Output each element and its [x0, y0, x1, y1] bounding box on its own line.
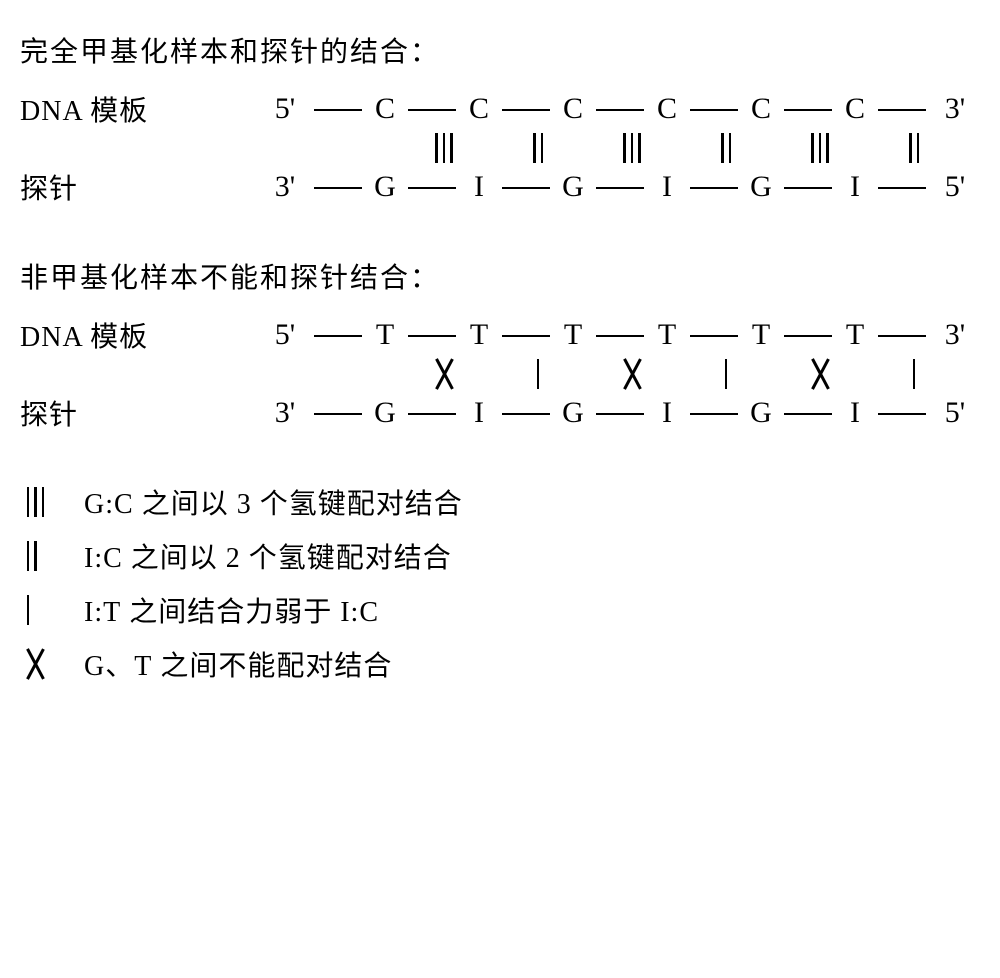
dna-template-label: DNA 模板 — [20, 89, 260, 129]
section1-bot-seq: 3' G I G I G I 5' — [260, 170, 980, 204]
legend-text: I:C 之间以 2 个氢键配对结合 — [84, 536, 452, 576]
bond-double-icon — [491, 128, 585, 168]
section2-top-seq: 5' T T T T T T 3' — [260, 318, 980, 352]
section1-top-seq: 5' C C C C C C 3' — [260, 92, 980, 126]
bond-single-icon — [679, 354, 773, 394]
legend-text: G、T 之间不能配对结合 — [84, 644, 392, 684]
bond-x-icon — [397, 354, 491, 394]
section1-bond-row — [20, 128, 980, 168]
bond-double-icon — [867, 128, 961, 168]
bond-single-icon — [491, 354, 585, 394]
section1-probe-row: 探针 3' G I G I G I 5' — [20, 168, 980, 206]
section-unmethylated: 非甲基化样本不能和探针结合： DNA 模板 5' T T T T T T 3' … — [20, 256, 980, 432]
section2-probe-row: 探针 3' G I G I G I 5' — [20, 394, 980, 432]
probe-label: 探针 — [20, 393, 260, 433]
bond-single-icon — [20, 592, 84, 628]
bond-triple-icon — [773, 128, 867, 168]
section2-title: 非甲基化样本不能和探针结合： — [20, 256, 980, 296]
bond-triple-icon — [397, 128, 491, 168]
section2-template-row: DNA 模板 5' T T T T T T 3' — [20, 316, 980, 354]
section-methylated: 完全甲基化样本和探针的结合： DNA 模板 5' C C C C C C 3' … — [20, 30, 980, 206]
bond-x-icon — [20, 649, 84, 679]
probe-label: 探针 — [20, 167, 260, 207]
bond-triple-icon — [585, 128, 679, 168]
bond-single-icon — [867, 354, 961, 394]
legend-row: G:C 之间以 3 个氢键配对结合 — [20, 482, 980, 522]
legend-row: I:T 之间结合力弱于 I:C — [20, 590, 980, 630]
legend: G:C 之间以 3 个氢键配对结合 I:C 之间以 2 个氢键配对结合 I:T … — [20, 482, 980, 684]
section1-template-row: DNA 模板 5' C C C C C C 3' — [20, 90, 980, 128]
bond-double-icon — [679, 128, 773, 168]
legend-text: G:C 之间以 3 个氢键配对结合 — [84, 482, 463, 522]
legend-text: I:T 之间结合力弱于 I:C — [84, 590, 379, 630]
bond-double-icon — [20, 538, 84, 574]
bond-x-icon — [773, 354, 867, 394]
section2-bot-seq: 3' G I G I G I 5' — [260, 396, 980, 430]
section2-bond-row — [20, 354, 980, 394]
bond-x-icon — [585, 354, 679, 394]
legend-row: G、T 之间不能配对结合 — [20, 644, 980, 684]
dna-template-label: DNA 模板 — [20, 315, 260, 355]
section1-title: 完全甲基化样本和探针的结合： — [20, 30, 980, 70]
legend-row: I:C 之间以 2 个氢键配对结合 — [20, 536, 980, 576]
bond-triple-icon — [20, 484, 84, 520]
